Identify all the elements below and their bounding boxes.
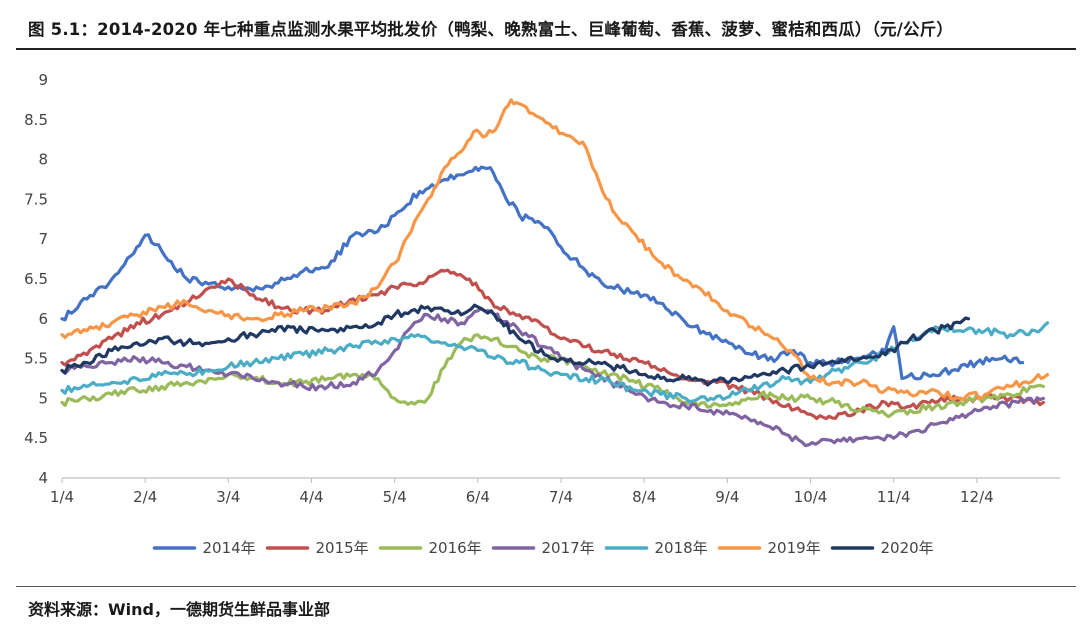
x-tick-label: 10/4	[794, 488, 828, 506]
source-note: 资料来源：Wind，一德期货生鲜品事业部	[28, 600, 330, 619]
x-tick-label: 9/4	[715, 488, 739, 506]
y-tick-label: 4.5	[24, 429, 48, 447]
x-tick-label: 8/4	[632, 488, 656, 506]
legend-label: 2015年	[316, 539, 369, 557]
y-tick-label: 4	[38, 469, 48, 487]
y-tick-label: 9	[38, 71, 48, 89]
bottom-rule	[16, 586, 1076, 587]
line-chart: 4 4.5 5 5.5 6 6.5 7 7.5 8 8.5 9 1/4 2/4 3/4 4/4 5/4 6/4 7…	[24, 71, 1060, 557]
chart-axes: 4 4.5 5 5.5 6 6.5 7 7.5 8 8.5 9 1/4 2/4 3/4 4/4 5/4 6/4 7…	[24, 71, 1060, 506]
x-tick-label: 11/4	[877, 488, 911, 506]
series-line-2019年	[60, 98, 1050, 402]
series-line-2020年	[60, 303, 971, 387]
series-line-2015年	[60, 268, 1045, 421]
top-rule	[16, 48, 1076, 50]
y-tick-label: 6	[38, 310, 48, 328]
y-tick-label: 7.5	[24, 190, 48, 208]
legend-label: 2014年	[203, 539, 256, 557]
legend-label: 2019年	[768, 539, 821, 557]
y-tick-label: 7	[38, 230, 48, 248]
y-tick-label: 8	[38, 151, 48, 169]
series-line-2017年	[60, 306, 1045, 448]
x-tick-label: 1/4	[50, 488, 74, 506]
y-tick-label: 8.5	[24, 111, 48, 129]
x-tick-label: 7/4	[549, 488, 573, 506]
chart-series-lines	[60, 98, 1050, 448]
x-tick-label: 5/4	[383, 488, 407, 506]
legend-label: 2020年	[881, 539, 934, 557]
chart-legend: 2014年 2015年 2016年 2017年 2018年 2019年 2020年	[152, 539, 934, 557]
legend-label: 2017年	[542, 539, 595, 557]
y-tick-label: 6.5	[24, 270, 48, 288]
x-tick-label: 12/4	[960, 488, 994, 506]
chart-title: 图 5.1：2014-2020 年七种重点监测水果平均批发价（鸭梨、晚熟富士、巨…	[28, 20, 954, 39]
x-tick-label: 6/4	[466, 488, 490, 506]
x-tick-label: 3/4	[216, 488, 240, 506]
y-tick-label: 5	[38, 389, 48, 407]
legend-label: 2018年	[655, 539, 708, 557]
x-tick-label: 2/4	[133, 488, 157, 506]
y-tick-label: 5.5	[24, 350, 48, 368]
x-tick-label: 4/4	[299, 488, 323, 506]
legend-label: 2016年	[429, 539, 482, 557]
